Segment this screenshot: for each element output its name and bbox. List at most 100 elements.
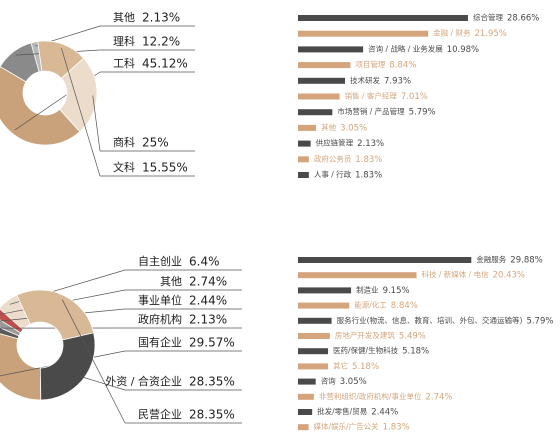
bar-label: 服务行业(物流、信息、教育、培训、外包、交通运输等) [337,315,523,325]
bar-value: 5.49% [399,332,426,342]
bar [298,46,364,53]
bar-label: 咨询 [321,376,336,386]
bar-value: 5.79% [526,316,553,326]
slice-value: 29.57% [189,336,235,350]
slice-value: 2.74% [189,275,227,289]
bar-value: 5.18% [352,362,379,372]
slice-label: 其他 [160,275,182,288]
bar [298,424,309,431]
bar-value: 7.93% [384,76,411,86]
bar [298,93,340,100]
bar-label: 其他 [321,122,336,132]
bar-label: 制造业 [356,284,379,294]
slice-label: 其他 [113,11,135,24]
bar-label: 技术研发 [350,75,380,85]
bar-value: 1.83% [355,171,382,181]
bar-label: 金融 / 财务 [433,28,471,38]
bar [298,62,351,69]
bar-label: 咨询 / 战略 / 业务发展 [368,43,443,53]
bar-label: 医药/保健/生物科技 [333,345,399,355]
bar-value: 7.01% [401,92,428,102]
donut-slice [16,289,95,341]
bar-label: 非营利组织/政府机构/事业单位 [319,391,422,401]
leader-line [61,299,126,424]
bar [298,77,346,84]
bar-value: 2.74% [425,392,452,402]
bar-label: 能源/化工 [354,300,387,310]
bar [298,30,429,37]
bar-value: 5.18% [402,347,429,357]
bar-label: 销售 / 客户经理 [345,91,398,101]
slice-value: 2.13% [142,11,180,25]
slice-label: 民营企业 [138,407,182,421]
bar-value: 5.79% [409,108,436,118]
bar-label: 金融服务 [476,254,506,264]
bar-value: 8.84% [391,301,418,311]
slice-label: 自主创业 [138,255,182,268]
bar-label: 批发/零售/贸易 [317,406,367,416]
bar-label: 其它 [333,360,348,370]
bar [298,124,317,131]
donut-slice [37,40,85,79]
bar [298,333,330,339]
donut-slice [59,57,98,133]
slice-label: 文科 [113,160,135,174]
bar-value: 8.84% [389,61,416,71]
bar-label: 科技 / 新媒体 / 电信 [421,269,489,279]
bar-value: 28.66% [507,14,539,24]
bar-value: 20.43% [493,271,525,281]
slice-value: 15.55% [142,161,188,175]
bar [298,257,472,263]
bar-value: 1.83% [383,423,410,433]
bar [298,15,468,21]
slice-value: 45.12% [142,57,188,71]
slice-label: 事业单位 [138,293,182,307]
slice-value: 25% [142,136,169,150]
donut-slice [39,332,96,401]
bar-value: 29.88% [510,256,542,266]
bar [298,172,309,178]
slice-label: 国有企业 [138,335,182,349]
slice-label: 商科 [113,135,135,149]
leader-line [92,95,101,152]
slice-value: 6.4% [189,255,220,269]
leader-line [61,47,101,177]
bar [298,287,352,294]
bar-label: 政府公务员 [314,153,352,163]
bar-value: 9.15% [383,286,410,296]
slice-value: 12.2% [142,35,180,49]
slice-value: 2.44% [189,294,227,308]
bar-value: 2.13% [357,139,384,149]
bar-value: 2.44% [371,408,398,418]
bar [298,363,329,370]
bar-label: 市场营销 / 产品管理 [337,106,405,116]
leader-line [79,375,126,391]
bar [298,317,332,324]
slice-label: 政府机构 [138,312,182,326]
bar-value: 3.05% [340,377,367,387]
bar [298,140,311,147]
bar [298,393,314,400]
slice-label: 工科 [113,56,135,70]
slice-label: 理科 [113,34,135,48]
bar-label: 供应链管理 [316,138,354,148]
bar-value: 3.05% [340,123,367,133]
bar-value: 10.98% [447,45,479,55]
donut-slice [0,333,42,401]
bar [298,272,417,279]
bar-label: 房地产开发及建筑 [335,330,395,340]
bar-label: 项目管理 [355,59,385,69]
slice-value: 28.35% [189,408,235,422]
bar [298,348,329,355]
bar-value: 21.95% [474,29,506,39]
bar-value: 1.83% [355,155,382,165]
bar-label: 综合管理 [473,12,503,22]
bar [298,156,309,163]
slice-value: 2.13% [189,313,227,327]
bar [298,109,333,116]
bar-label: 媒体/娱乐/广告公关 [314,421,380,431]
slice-label: 外资 / 合资企业 [105,374,182,388]
bar [298,378,316,385]
bar-label: 人事 / 行政 [314,169,352,179]
